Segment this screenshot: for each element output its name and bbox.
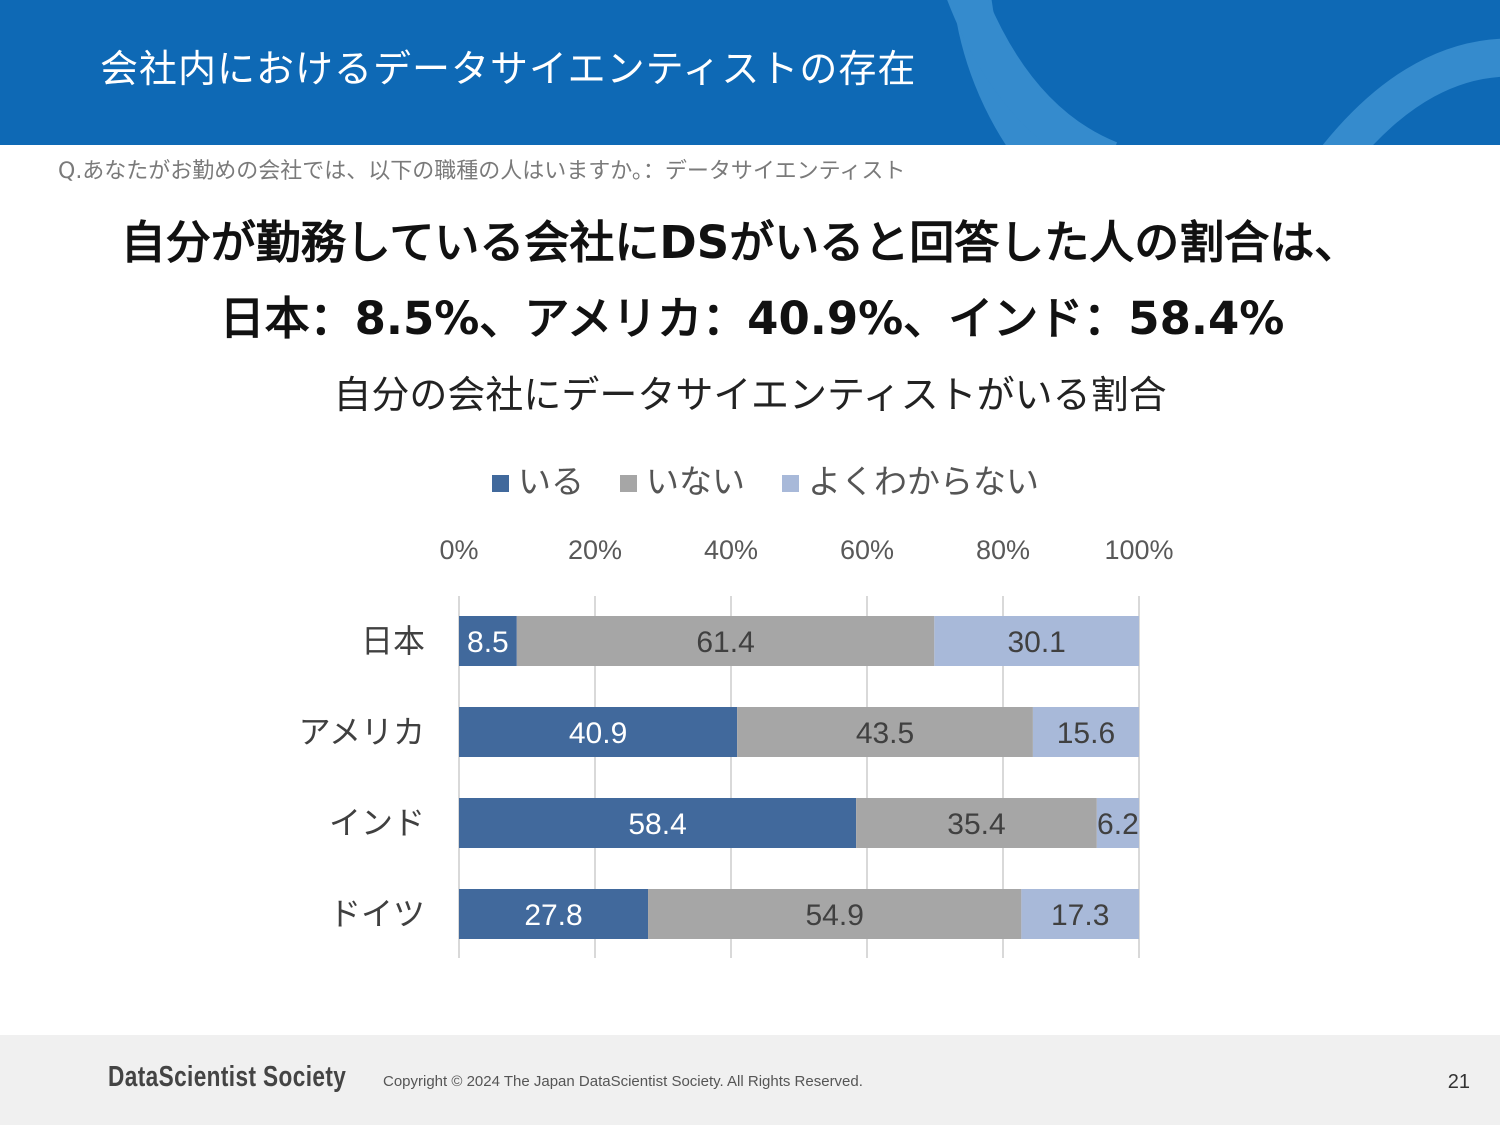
footer-logo: DataScientist Society [108,1061,347,1093]
data-label: 54.9 [806,899,864,932]
stacked-bar-chart: 自分の会社にデータサイエンティストがいる割合 いる いない よくわからない 0% 20… [0,350,1500,1010]
x-tick-label: 60% [840,535,894,565]
footer-copyright: Copyright © 2024 The Japan DataScientist… [383,1073,863,1090]
bar-segment [856,798,1097,848]
chart-title: 自分の会社にデータサイエンティストがいる割合 [333,373,1166,417]
bar-segment [459,889,649,939]
bar-segment [648,889,1022,939]
data-label: 30.1 [1007,626,1065,659]
legend-label-1: いる [518,462,584,501]
bar-segment [459,616,517,666]
bar-segment [459,707,738,757]
category-label: インド [329,804,425,842]
data-label: 17.3 [1051,899,1109,932]
data-label: 8.5 [467,626,509,659]
bar-segment [1032,707,1139,757]
bar-segment [934,616,1139,666]
x-tick-label: 20% [568,535,622,565]
chart-legend: いる いない よくわからない [492,462,1039,501]
bar-segment [459,798,857,848]
legend-swatch-2 [620,475,637,492]
x-tick-label: 100% [1104,535,1173,565]
chart-svg: 自分の会社にデータサイエンティストがいる割合 いる いない よくわからない 0% 20… [299,373,1174,958]
data-label: 27.8 [524,899,582,932]
bar-segment [516,616,935,666]
data-label: 6.2 [1097,808,1139,841]
data-label: 43.5 [856,717,914,750]
headline-line-1: 自分が勤務している会社にDSがいると回答した人の割合は、 [120,216,1360,269]
data-label: 61.4 [696,626,754,659]
legend-label-3: よくわからない [808,462,1039,501]
slide-header: 会社内におけるデータサイエンティストの存在 [0,0,1500,145]
x-tick-label: 40% [704,535,758,565]
x-axis-ticks: 0% 20% 40% 60% 80% 100% [439,535,1173,565]
data-label: 40.9 [569,717,627,750]
page-number: 21 [1447,1071,1470,1093]
legend-label-2: いない [646,462,745,501]
slide-footer: DataScientist Society Copyright © 2024 T… [0,1035,1500,1125]
category-label: アメリカ [299,713,425,751]
category-label: ドイツ [329,895,425,933]
chart-bars: 8.5 61.4 30.1 40.9 43.5 15.6 58.4 35.4 6.2 27.8 54… [459,616,1139,939]
data-label: 58.4 [628,808,686,841]
category-label: 日本 [361,622,425,660]
headline-line-2: 日本：8.5%、アメリカ：40.9%、インド：58.4% [219,292,1285,345]
x-tick-label: 0% [439,535,478,565]
bar-segment [737,707,1033,757]
bar-segment [1096,798,1139,848]
data-label: 35.4 [947,808,1005,841]
survey-question: Q.あなたがお勤めの会社では、以下の職種の人はいますか。：データサイエンティスト [58,159,906,184]
legend-swatch-3 [782,475,799,492]
bar-segment [1021,889,1139,939]
header-decoration [947,0,1500,145]
data-label: 15.6 [1057,717,1115,750]
slide-title: 会社内におけるデータサイエンティストの存在 [100,47,917,91]
legend-swatch-1 [492,475,509,492]
x-tick-label: 80% [976,535,1030,565]
